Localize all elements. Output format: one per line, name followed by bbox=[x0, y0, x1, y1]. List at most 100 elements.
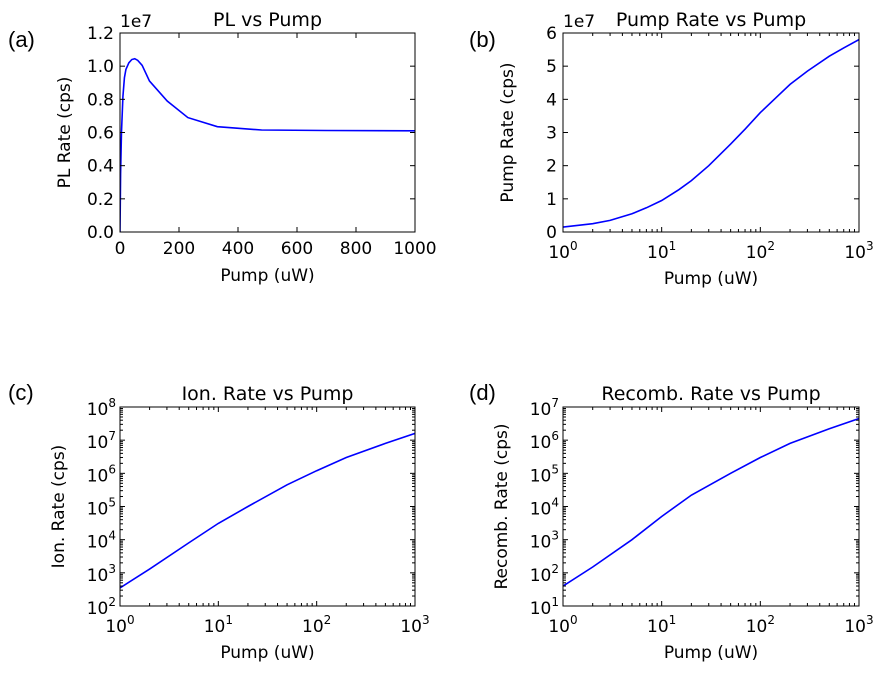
y-offset-text: 1e7 bbox=[120, 12, 152, 32]
y-tick-label-exponent: 3 bbox=[551, 529, 559, 543]
x-tick-label: 600 bbox=[281, 239, 313, 259]
x-tick-label: 101 bbox=[204, 613, 233, 637]
x-tick-label-exponent: 2 bbox=[324, 613, 332, 627]
y-tick-label: 3 bbox=[546, 124, 557, 144]
y-tick-label: 1 bbox=[546, 190, 557, 210]
x-tick-label-base: 10 bbox=[204, 617, 226, 637]
y-tick-label-exponent: 5 bbox=[551, 462, 559, 476]
x-tick-label-exponent: 0 bbox=[570, 613, 578, 627]
y-tick-label: 0.2 bbox=[87, 190, 114, 210]
x-tick-label-exponent: 3 bbox=[866, 613, 874, 627]
y-tick-label-base: 10 bbox=[530, 533, 552, 553]
x-tick-label-base: 10 bbox=[400, 617, 422, 637]
y-tick-label-base: 10 bbox=[87, 533, 109, 553]
x-tick-label-base: 10 bbox=[647, 617, 669, 637]
y-tick-label-base: 10 bbox=[530, 599, 552, 619]
x-tick-label: 102 bbox=[746, 239, 775, 263]
x-tick-label: 100 bbox=[548, 613, 577, 637]
y-tick-label: 1.0 bbox=[87, 57, 114, 77]
y-tick-label: 106 bbox=[530, 429, 559, 453]
y-tick-label-base: 10 bbox=[530, 400, 552, 420]
panel-label-d: (d) bbox=[469, 380, 496, 405]
y-tick-label-exponent: 3 bbox=[108, 562, 116, 576]
y-axis-label: Pump Rate (cps) bbox=[498, 62, 518, 202]
y-axis-label: PL Rate (cps) bbox=[55, 77, 75, 189]
y-tick-label: 101 bbox=[530, 595, 559, 619]
x-tick-label-exponent: 1 bbox=[225, 613, 233, 627]
y-tick-label-base: 10 bbox=[87, 433, 109, 453]
axes-frame bbox=[119, 406, 416, 607]
chart-title: Recomb. Rate vs Pump bbox=[601, 383, 820, 405]
y-tick-label-exponent: 2 bbox=[108, 595, 116, 609]
x-tick-label-exponent: 1 bbox=[669, 613, 677, 627]
series-line bbox=[563, 417, 859, 587]
y-tick-label: 104 bbox=[87, 529, 116, 553]
x-tick-label: 0 bbox=[115, 239, 126, 259]
x-tick-label-base: 10 bbox=[844, 617, 866, 637]
y-tick-label: 0 bbox=[546, 223, 557, 243]
y-tick-label-base: 10 bbox=[87, 500, 109, 520]
y-tick-label: 105 bbox=[87, 496, 116, 520]
y-tick-label: 107 bbox=[530, 396, 559, 420]
x-tick-label-base: 10 bbox=[746, 617, 768, 637]
x-tick-label: 400 bbox=[222, 239, 254, 259]
y-tick-label: 103 bbox=[87, 562, 116, 586]
y-tick-label: 0.4 bbox=[87, 157, 114, 177]
x-tick-label-base: 10 bbox=[548, 617, 570, 637]
y-tick-label-exponent: 1 bbox=[551, 595, 559, 609]
y-tick-label-base: 10 bbox=[87, 566, 109, 586]
chart-panel-1: 0 200 400 600 800 1000 0.0 0.2 0.4 0.6 0.8 1.0 1.2 1e… bbox=[55, 9, 437, 286]
x-tick-label-base: 10 bbox=[548, 243, 570, 263]
y-tick-label: 5 bbox=[546, 57, 557, 77]
y-tick-label-exponent: 8 bbox=[108, 396, 116, 410]
y-tick-label: 103 bbox=[530, 529, 559, 553]
y-tick-label-exponent: 7 bbox=[108, 429, 116, 443]
y-axis-label: Recomb. Rate (cps) bbox=[492, 423, 512, 589]
y-tick-label: 1.2 bbox=[87, 24, 114, 44]
x-tick-label-exponent: 1 bbox=[669, 239, 677, 253]
panel-label-c: (c) bbox=[8, 380, 34, 405]
x-tick-label-exponent: 2 bbox=[767, 613, 775, 627]
y-tick-label-base: 10 bbox=[530, 566, 552, 586]
x-axis-label: Pump (uW) bbox=[220, 643, 314, 663]
y-tick-label-base: 10 bbox=[530, 500, 552, 520]
x-tick-label: 100 bbox=[548, 239, 577, 263]
chart-title: PL vs Pump bbox=[213, 9, 322, 31]
panel-label-b: (b) bbox=[469, 27, 496, 52]
y-tick-label-base: 10 bbox=[530, 466, 552, 486]
x-tick-label: 102 bbox=[302, 613, 331, 637]
x-tick-label-base: 10 bbox=[647, 243, 669, 263]
x-tick-label: 1000 bbox=[393, 239, 436, 259]
x-tick-label-base: 10 bbox=[746, 243, 768, 263]
y-tick-label-exponent: 4 bbox=[108, 529, 116, 543]
chart-title: Pump Rate vs Pump bbox=[616, 9, 806, 31]
series-line bbox=[120, 57, 415, 232]
y-tick-label: 106 bbox=[87, 462, 116, 486]
axes-frame bbox=[562, 32, 860, 233]
y-offset-text: 1e7 bbox=[563, 12, 595, 32]
chart-title: Ion. Rate vs Pump bbox=[182, 383, 354, 405]
x-tick-label: 103 bbox=[844, 613, 873, 637]
x-tick-label: 101 bbox=[647, 613, 676, 637]
y-tick-label: 104 bbox=[530, 496, 559, 520]
x-axis-label: Pump (uW) bbox=[664, 269, 758, 289]
x-tick-label-base: 10 bbox=[302, 617, 324, 637]
x-tick-label: 103 bbox=[400, 613, 429, 637]
y-tick-label-exponent: 4 bbox=[551, 496, 559, 510]
y-tick-label: 0.6 bbox=[87, 124, 114, 144]
x-tick-label-base: 10 bbox=[105, 617, 127, 637]
y-axis-label: Ion. Rate (cps) bbox=[49, 445, 69, 569]
axes-frame bbox=[562, 406, 860, 607]
x-tick-label-exponent: 0 bbox=[570, 239, 578, 253]
y-tick-label-exponent: 6 bbox=[108, 462, 116, 476]
y-tick-label: 2 bbox=[546, 157, 557, 177]
x-tick-label-exponent: 3 bbox=[866, 239, 874, 253]
y-tick-label: 6 bbox=[546, 24, 557, 44]
y-tick-label: 107 bbox=[87, 429, 116, 453]
y-tick-label: 102 bbox=[87, 595, 116, 619]
